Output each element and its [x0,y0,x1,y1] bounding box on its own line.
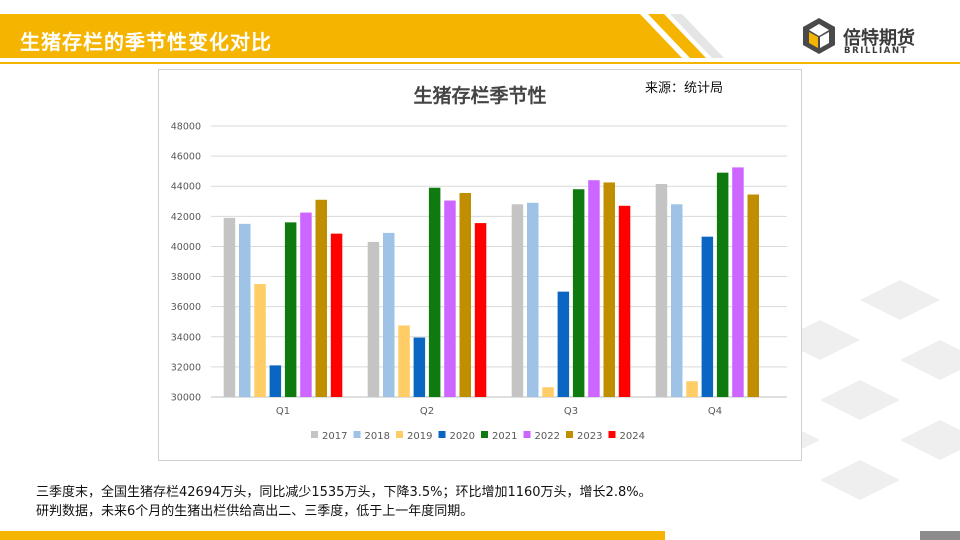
bar-2023-Q3 [603,182,615,397]
legend-label-2020: 2020 [450,431,475,442]
legend-swatch-2018 [353,431,361,438]
x-tick-label: Q4 [708,406,722,417]
legend-label-2018: 2018 [365,431,390,442]
bar-2023-Q1 [315,199,327,397]
legend-swatch-2023 [566,431,573,438]
bar-2017-Q1 [223,217,236,397]
y-tick-label: 36000 [171,302,201,313]
bar-2021-Q2 [428,187,441,397]
y-tick-label: 46000 [171,152,201,163]
bar-2022-Q4 [732,167,744,397]
caption-line-2: 研判数据，未来6个月的生猪出栏供给高出二、三季度，低于上一年度同期。 [36,504,474,519]
y-tick-label: 44000 [171,182,201,193]
x-tick-label: Q3 [564,406,578,417]
bar-2021-Q4 [716,172,729,397]
legend-swatch-2021 [481,431,488,438]
legend-label-2019: 2019 [407,431,432,442]
slide-title: 生猪存栏的季节性变化对比 [20,30,272,54]
brand-name: 倍特期货 [843,28,915,49]
bar-2021-Q3 [572,189,585,397]
bar-2020-Q4 [701,236,714,397]
legend-swatch-2019 [396,431,403,438]
bar-2023-Q4 [747,194,759,397]
legend-label-2017: 2017 [322,431,347,442]
bar-2019-Q3 [542,387,554,397]
bar-2017-Q2 [367,241,380,397]
bar-2024-Q1 [330,233,343,397]
bar-2018-Q2 [383,232,395,397]
title-bar [0,14,960,64]
legend-swatch-2024 [608,431,616,438]
bottom-bar [0,531,960,540]
y-tick-label: 42000 [171,212,201,223]
bar-2023-Q2 [459,192,471,397]
chart-canvas: 生猪存栏季节性 30000 32000 34000 36000 38000 40000 420… [171,84,787,442]
y-tick-label: 32000 [171,362,201,373]
legend-label-2024: 2024 [620,431,645,442]
bar-2022-Q3 [588,180,600,397]
bar-2022-Q2 [444,200,456,397]
bar-2020-Q1 [269,365,282,397]
legend-label-2023: 2023 [577,431,602,442]
bar-2021-Q1 [284,222,297,397]
bar-2017-Q4 [655,183,668,397]
bar-2019-Q2 [398,325,410,397]
legend-swatch-2020 [438,431,446,438]
bar-2018-Q3 [527,202,539,397]
legend-swatch-2022 [523,431,531,438]
caption-line-1: 三季度末，全国生猪存栏42694万头，同比减少1535万头，下降3.5%；环比增… [36,485,652,500]
bar-2022-Q1 [300,212,312,397]
y-tick-label: 48000 [171,122,201,133]
brand-subtitle: BRILLIANT [844,46,909,56]
legend-label-2022: 2022 [535,431,560,442]
bar-2020-Q2 [413,337,426,397]
brand-logo-icon [803,18,835,54]
bar-2018-Q1 [239,223,251,397]
x-tick-label: Q1 [276,406,290,417]
chart-title: 生猪存栏季节性 [413,84,546,107]
x-tick-label: Q2 [420,406,434,417]
bar-2019-Q1 [254,284,266,397]
bar-2019-Q4 [686,381,698,397]
chart-container: 生猪存栏季节性 30000 32000 34000 36000 38000 40000 420… [158,69,802,461]
y-tick-label: 34000 [171,332,201,343]
y-tick-label: 30000 [171,393,201,404]
bar-2024-Q2 [474,223,487,397]
bar-2024-Q3 [618,205,631,397]
bar-2017-Q3 [511,204,524,397]
y-tick-label: 38000 [171,272,201,283]
chart-source: 来源：统计局 [645,81,724,96]
legend-swatch-2017 [311,431,318,438]
legend-label-2021: 2021 [492,431,517,442]
bar-2020-Q3 [557,291,570,397]
bar-2018-Q4 [671,204,683,397]
y-tick-label: 40000 [171,242,201,253]
